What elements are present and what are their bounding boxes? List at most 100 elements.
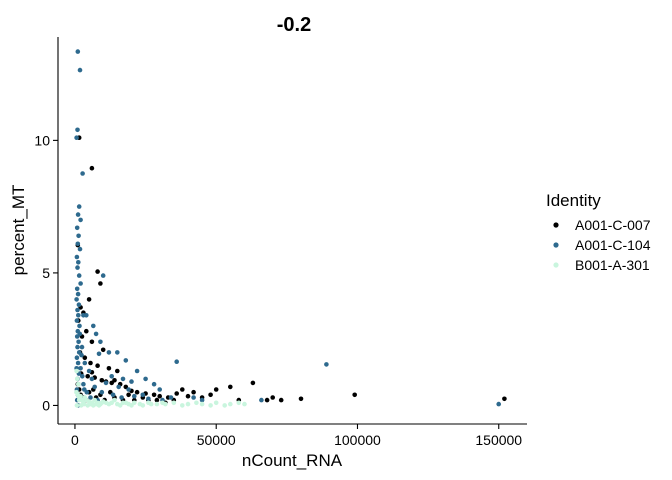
data-point [199,401,205,407]
y-tick-label: 10 [34,132,50,148]
data-point [89,339,95,345]
data-point [75,49,81,54]
legend-label: A001-C-104 [575,237,651,253]
data-point [228,384,233,390]
data-point [74,403,80,408]
data-point [91,323,96,329]
data-point [174,359,179,365]
y-axis-ticks: 0 5 10 [34,132,58,413]
data-point [74,286,80,292]
data-point [81,401,87,407]
data-point [180,387,185,392]
data-point [100,347,106,353]
data-point [77,323,82,329]
data-point [115,368,120,374]
data-point [76,381,81,387]
data-point [154,397,160,403]
data-point [76,233,81,239]
data-point [123,400,129,406]
x-axis-label: nCount_RNA [242,451,343,470]
data-point [77,331,83,337]
data-point [84,328,89,334]
data-point [185,401,191,407]
data-point [264,397,270,403]
data-point [75,127,80,133]
legend-entries: A001-C-007 A001-C-104 B001-A-301 [553,217,651,273]
data-point [298,396,304,402]
data-point [154,401,160,407]
data-point [86,297,92,302]
data-point [74,297,79,302]
data-point [103,380,109,386]
data-point [157,393,162,399]
data-point [112,378,117,383]
data-point [78,366,83,371]
data-point [100,273,106,278]
data-point [115,350,120,355]
data-point [194,400,199,406]
data-point [74,318,80,323]
data-point [75,241,81,247]
data-point [74,135,79,140]
data-point [185,393,191,399]
data-point [82,360,88,366]
data-point [95,363,100,369]
data-point [236,400,242,406]
data-point [77,246,83,252]
data-point [74,368,79,374]
data-point [88,360,93,366]
data-point [98,281,103,286]
data-point [134,368,140,374]
x-tick-label: 150000 [475,432,522,448]
data-point [116,384,121,390]
data-point [106,350,112,355]
data-point [213,387,219,392]
legend-title: Identity [546,191,601,210]
legend-marker [553,222,559,228]
data-point [134,389,140,395]
data-point [92,384,97,390]
data-point [270,395,276,400]
data-point [78,393,83,399]
data-point [151,381,157,387]
data-point [81,381,86,387]
data-point [213,400,219,406]
y-tick-label: 5 [42,265,50,281]
data-point [129,403,134,408]
data-point [99,389,105,395]
data-point [148,401,154,407]
data-point [143,376,148,382]
data-point [81,313,86,318]
x-tick-label: 0 [71,432,79,448]
data-point [120,376,126,382]
series-B001-A-301 [74,368,247,408]
data-point [76,204,82,209]
data-point [80,374,85,379]
data-point [168,395,174,400]
data-point [119,395,124,400]
data-point [98,339,103,345]
data-point [76,313,81,318]
data-point [151,392,157,398]
data-point [126,392,131,398]
legend-label: B001-A-301 [575,257,650,273]
series-A001-C-104 [74,49,502,408]
data-point [76,397,82,403]
legend-label: A001-C-007 [575,217,651,233]
data-point [496,401,502,407]
data-point [74,355,80,361]
data-point [80,171,85,176]
data-point [228,401,233,407]
data-point [208,392,213,398]
data-point [82,387,87,392]
data-point [191,389,196,395]
data-point [76,302,82,308]
data-point [75,307,80,313]
data-point [171,400,177,406]
x-axis-ticks: 0 50000 100000 150000 [71,424,522,448]
data-point [250,380,256,386]
data-point [95,269,100,274]
data-point [89,165,95,171]
data-point [75,291,81,297]
